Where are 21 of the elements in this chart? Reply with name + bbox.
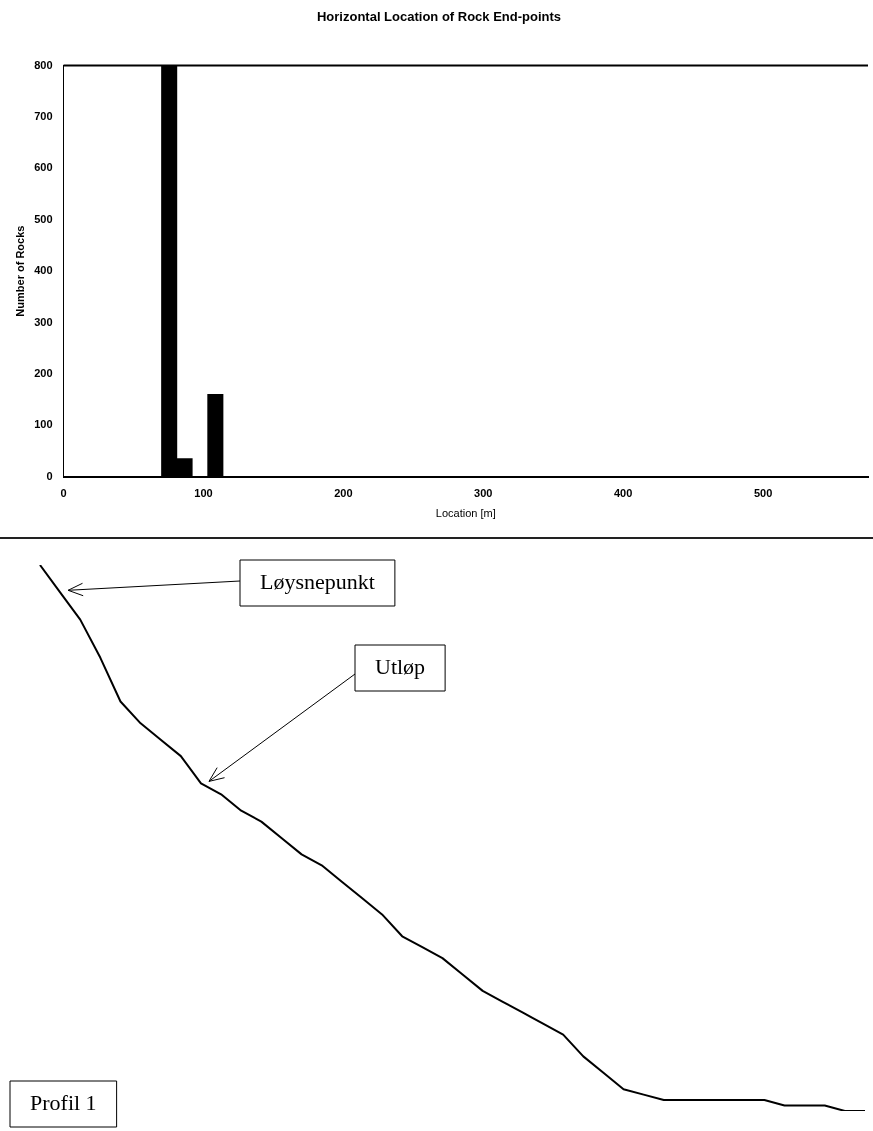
x-tick-label: 0 [60,487,67,500]
y-tick-label: 100 [34,418,53,431]
y-axis-title: Number of Rocks [13,225,26,317]
x-tick-label: 400 [613,487,633,500]
y-tick-label: 700 [34,110,53,123]
annotation: Profil 1 [30,1089,97,1115]
y-tick-label: 300 [34,315,53,328]
chart-title: Horizontal Location of Rock End-points [316,9,562,25]
annotation: Utløp [375,653,426,679]
y-tick-label: 0 [46,469,53,482]
y-tick-label: 600 [34,161,53,174]
y-tick-label: 500 [34,212,53,225]
x-tick-label: 500 [753,487,773,500]
x-tick-label: 100 [194,487,213,500]
y-tick-label: 400 [34,264,53,277]
y-tick-label: 800 [34,58,53,71]
y-tick-label: 200 [34,366,53,379]
x-tick-label: 200 [334,487,353,500]
annotation: Løysnepunkt [260,568,375,594]
x-axis-title: Location [m] [435,507,496,520]
x-tick-label: 300 [474,487,493,500]
